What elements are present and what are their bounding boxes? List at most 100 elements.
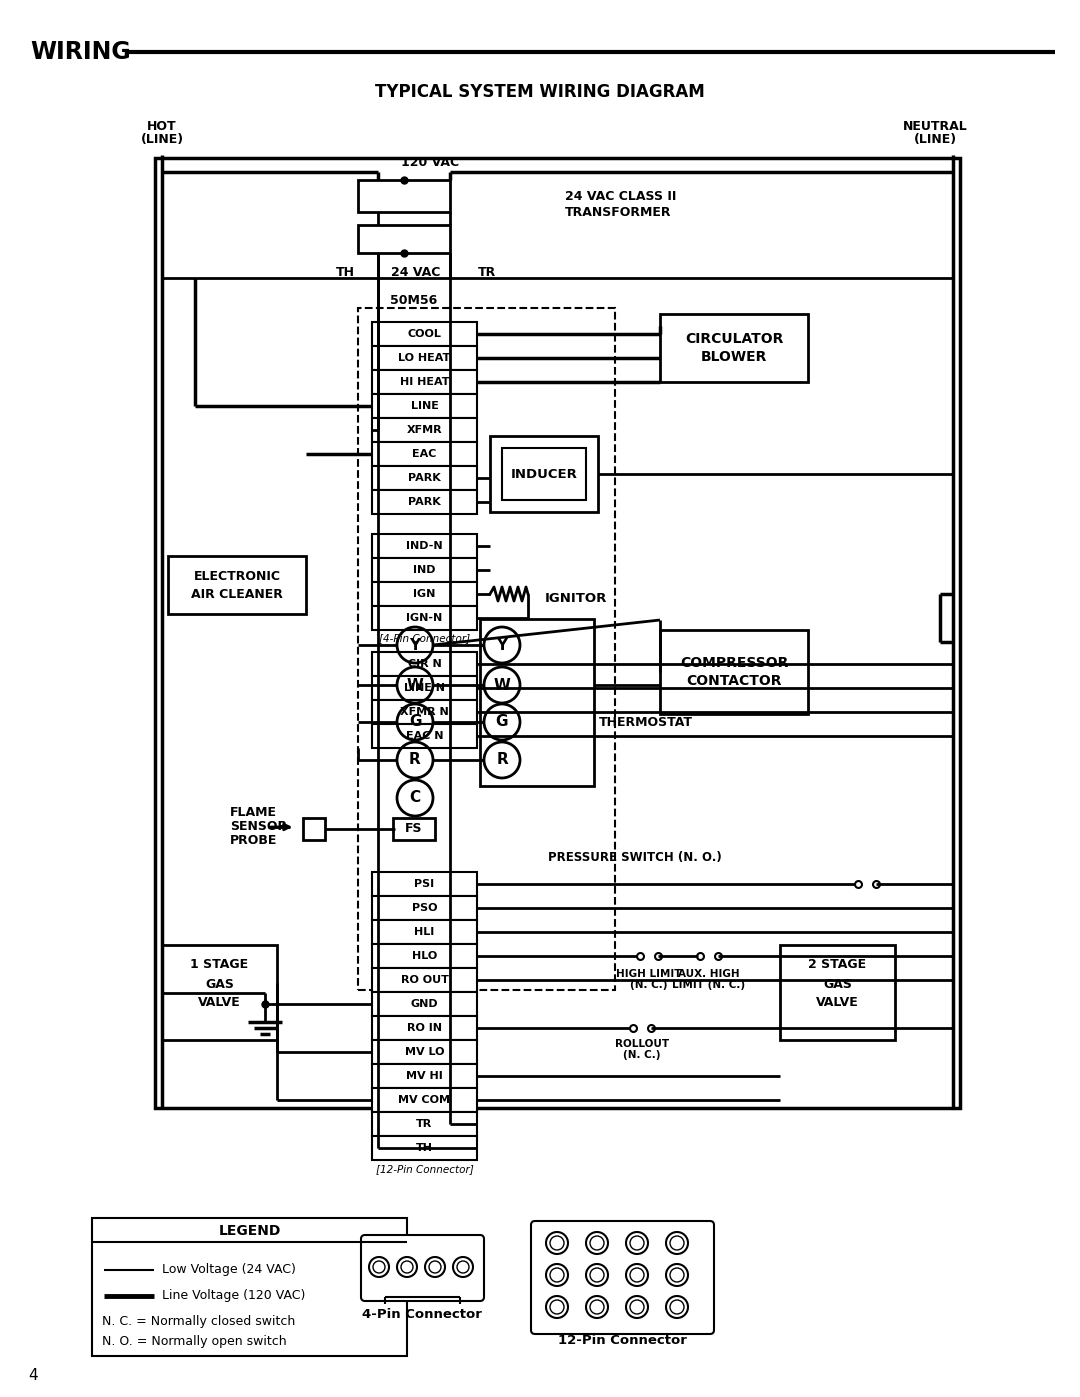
Bar (372, 394, 477, 418)
Text: XFMR N: XFMR N (400, 707, 449, 717)
Bar (372, 992, 477, 1016)
Text: SENSOR: SENSOR (230, 820, 287, 834)
Text: LO HEAT: LO HEAT (399, 353, 450, 363)
Bar (372, 1088, 477, 1112)
Text: VALVE: VALVE (198, 996, 241, 1010)
Text: PSI: PSI (415, 879, 434, 888)
FancyBboxPatch shape (531, 1221, 714, 1334)
Text: W: W (494, 678, 511, 693)
Bar (372, 441, 477, 467)
Text: N. C. = Normally closed switch: N. C. = Normally closed switch (102, 1315, 295, 1327)
Bar (372, 652, 477, 676)
Bar (303, 819, 325, 840)
Bar (372, 700, 477, 724)
Bar (372, 944, 477, 968)
Text: TH: TH (416, 1143, 433, 1153)
Text: TYPICAL SYSTEM WIRING DIAGRAM: TYPICAL SYSTEM WIRING DIAGRAM (375, 82, 705, 101)
Bar (372, 872, 477, 895)
Text: HI HEAT: HI HEAT (400, 377, 449, 387)
Text: LIMIT (N. C.): LIMIT (N. C.) (673, 981, 745, 990)
Bar (357, 225, 450, 253)
Bar (502, 448, 586, 500)
Text: TR: TR (417, 1119, 433, 1129)
Text: FLAME: FLAME (230, 806, 276, 820)
Text: TR: TR (477, 265, 496, 278)
Text: 4-Pin Connector: 4-Pin Connector (362, 1308, 482, 1320)
Bar (490, 436, 598, 511)
Text: COOL: COOL (407, 330, 442, 339)
Text: COMPRESSOR: COMPRESSOR (679, 657, 788, 671)
Bar (372, 467, 477, 490)
Text: Y: Y (497, 637, 508, 652)
Text: CONTACTOR: CONTACTOR (686, 673, 782, 687)
Bar (660, 314, 808, 381)
Text: (N. C.): (N. C.) (631, 981, 667, 990)
Text: Low Voltage (24 VAC): Low Voltage (24 VAC) (162, 1263, 296, 1277)
Text: Line Voltage (120 VAC): Line Voltage (120 VAC) (162, 1289, 306, 1302)
Text: LINE N: LINE N (404, 683, 445, 693)
Bar (372, 370, 477, 394)
Bar (372, 1016, 477, 1039)
Text: EAC: EAC (413, 448, 436, 460)
Text: G: G (496, 714, 509, 729)
Text: N. O. = Normally open switch: N. O. = Normally open switch (102, 1334, 286, 1348)
Text: [4-Pin Connector]: [4-Pin Connector] (379, 633, 470, 643)
Text: HOT: HOT (147, 120, 177, 133)
Text: LINE: LINE (410, 401, 438, 411)
Text: IGN-N: IGN-N (406, 613, 443, 623)
Text: IGNITOR: IGNITOR (545, 592, 607, 605)
Text: (N. C.): (N. C.) (623, 1051, 661, 1060)
Text: 12-Pin Connector: 12-Pin Connector (557, 1334, 687, 1347)
Bar (372, 1039, 477, 1065)
Text: FS: FS (405, 823, 422, 835)
Text: R: R (496, 753, 508, 767)
Bar (372, 1065, 477, 1088)
Text: NEUTRAL: NEUTRAL (903, 120, 968, 133)
Text: BLOWER: BLOWER (701, 351, 767, 365)
Bar (372, 1136, 477, 1160)
Text: AUX. HIGH: AUX. HIGH (678, 970, 740, 979)
Text: GAS: GAS (205, 978, 234, 992)
Text: R: R (409, 753, 421, 767)
Bar (156, 158, 960, 1108)
Text: RO IN: RO IN (407, 1023, 442, 1032)
Bar (357, 307, 615, 990)
Text: [12-Pin Connector]: [12-Pin Connector] (376, 1164, 473, 1173)
Text: MV LO: MV LO (405, 1046, 444, 1058)
Text: RO OUT: RO OUT (401, 975, 448, 985)
Text: TH: TH (336, 265, 354, 278)
Text: HLO: HLO (411, 951, 437, 961)
Bar (372, 921, 477, 944)
Text: MV COM: MV COM (399, 1095, 450, 1105)
Text: IND: IND (414, 564, 435, 576)
Text: W: W (406, 678, 423, 693)
Bar (372, 1112, 477, 1136)
Text: WIRING: WIRING (30, 41, 131, 64)
Text: ROLLOUT: ROLLOUT (615, 1039, 670, 1049)
Text: 120 VAC: 120 VAC (401, 156, 459, 169)
Text: CIRCULATOR: CIRCULATOR (685, 332, 783, 346)
Text: (LINE): (LINE) (914, 134, 957, 147)
Bar (780, 944, 895, 1039)
Bar (393, 819, 435, 840)
Bar (372, 557, 477, 583)
Bar (162, 944, 276, 1039)
FancyBboxPatch shape (361, 1235, 484, 1301)
Text: CIR N: CIR N (407, 659, 442, 669)
Text: 24 VAC: 24 VAC (391, 265, 441, 278)
Text: 24 VAC CLASS II: 24 VAC CLASS II (565, 190, 676, 203)
Text: 4: 4 (28, 1368, 38, 1383)
Text: 1 STAGE: 1 STAGE (190, 958, 248, 971)
Bar (357, 180, 450, 212)
Bar (372, 724, 477, 747)
Text: 50M56: 50M56 (390, 293, 437, 306)
Text: GND: GND (410, 999, 438, 1009)
Text: EAC N: EAC N (406, 731, 443, 740)
Text: IGN: IGN (414, 590, 435, 599)
Bar (372, 346, 477, 370)
Text: PSO: PSO (411, 902, 437, 914)
Text: HLI: HLI (415, 928, 434, 937)
Bar (372, 606, 477, 630)
Text: VALVE: VALVE (816, 996, 859, 1010)
Text: MV HI: MV HI (406, 1071, 443, 1081)
